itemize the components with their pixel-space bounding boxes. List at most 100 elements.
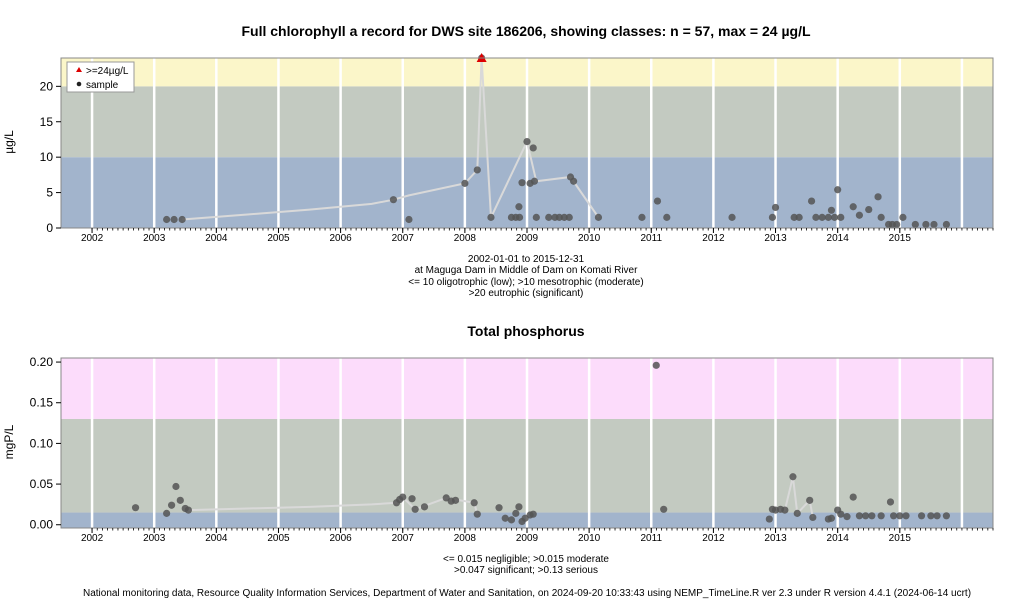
chlorophyll-note-line-1: 2002-01-01 to 2015-12-31 [468, 254, 585, 265]
footer-source-note: National monitoring data, Resource Quali… [83, 588, 971, 599]
chlorophyll-x-tick-label: 2003 [143, 233, 166, 244]
phosphorus-data-point [837, 510, 845, 518]
phosphorus-x-tick-label: 2009 [516, 533, 539, 544]
chlorophyll-data-point [768, 213, 777, 221]
phosphorus-x-tick-label: 2011 [641, 533, 663, 544]
phosphorus-data-point [827, 514, 836, 522]
phosphorus-x-tick-label: 2003 [143, 533, 166, 544]
phosphorus-data-point [868, 512, 876, 520]
phosphorus-data-point [167, 501, 176, 509]
chlorophyll-data-point [560, 213, 568, 221]
phosphorus-data-point [896, 512, 904, 520]
phosphorus-data-point [927, 512, 935, 520]
phosphorus-data-point [495, 504, 503, 512]
phosphorus-data-point [849, 493, 857, 501]
chlorophyll-title: Full chlorophyll a record for DWS site 1… [241, 23, 810, 39]
chlorophyll-data-point [163, 215, 171, 224]
phosphorus-data-point [473, 510, 481, 518]
chlorophyll-data-point [812, 213, 820, 221]
chlorophyll-data-point [827, 206, 836, 214]
phosphorus-data-point [917, 512, 926, 520]
phosphorus-x-tick-label: 2002 [81, 533, 104, 544]
chlorophyll-data-point [922, 220, 930, 229]
chlorophyll-data-point [837, 213, 845, 221]
chlorophyll-data-point [877, 213, 885, 221]
phosphorus-x-tick-label: 2004 [205, 533, 228, 544]
chlorophyll-data-point [555, 213, 563, 221]
chlorophyll-data-point [771, 203, 780, 212]
legend-sample-marker-icon [76, 81, 82, 87]
phosphorus-data-point [660, 505, 668, 513]
chlorophyll-data-point [515, 203, 523, 211]
chlorophyll-data-point [170, 215, 178, 224]
phosphorus-data-point [512, 509, 520, 517]
chlorophyll-data-point [518, 179, 526, 187]
chlorophyll-data-point [911, 220, 919, 229]
phosphorus-data-point [176, 496, 184, 504]
phosphorus-data-point [889, 512, 898, 520]
phosphorus-data-point [411, 505, 419, 513]
chlorophyll-x-tick-label: 2013 [764, 233, 787, 244]
phosphorus-note-line-2: >0.047 significant; >0.13 serious [454, 565, 598, 576]
phosphorus-note-line-1: <= 0.015 negligible; >0.015 moderate [443, 554, 609, 565]
chlorophyll-data-point [405, 215, 413, 224]
phosphorus-data-point [781, 506, 789, 514]
chlorophyll-data-point [523, 137, 531, 146]
phosphorus-data-point [806, 496, 814, 504]
phosphorus-data-point [515, 503, 523, 511]
chlorophyll-y-tick-label: 10 [40, 150, 54, 164]
phosphorus-data-point [470, 499, 478, 507]
chlorophyll-x-tick-label: 2008 [454, 233, 477, 244]
phosphorus-data-point [163, 509, 171, 517]
phosphorus-data-point [451, 496, 460, 504]
chlorophyll-data-point [818, 213, 826, 221]
phosphorus-x-tick-label: 2013 [764, 533, 787, 544]
chlorophyll-data-point [849, 203, 857, 211]
phosphorus-y-tick-label: 0.10 [30, 436, 54, 450]
phosphorus-data-point [793, 509, 801, 517]
phosphorus-data-point [843, 513, 851, 521]
chlorophyll-data-point [461, 179, 469, 187]
chlorophyll-data-point [570, 177, 578, 185]
phosphorus-data-point [172, 482, 180, 491]
phosphorus-data-point [942, 512, 951, 520]
chlorophyll-data-point [942, 220, 951, 229]
phosphorus-plot: 0.00 0.05 0.10 0.15 0.20 2002 2003 2004 2005 2006… [30, 355, 994, 544]
chlorophyll-data-point [638, 213, 646, 221]
phosphorus-data-point [877, 512, 885, 520]
chlorophyll-y-tick-label: 0 [46, 221, 53, 235]
legend-box [66, 61, 135, 93]
chlorophyll-data-point [899, 213, 907, 221]
phosphorus-x-tick-label: 2008 [454, 533, 477, 544]
phosphorus-y-tick-label: 0.00 [30, 518, 54, 532]
chlorophyll-data-point [389, 196, 398, 204]
phosphorus-x-tick-label: 2012 [702, 533, 725, 544]
chlorophyll-x-tick-label: 2006 [329, 233, 352, 244]
phosphorus-x-tick-label: 2010 [578, 533, 601, 544]
chlorophyll-x-tick-label: 2015 [889, 233, 912, 244]
chlorophyll-data-point [565, 213, 573, 221]
chlorophyll-trend-line [182, 57, 600, 221]
chlorophyll-data-point [653, 197, 662, 205]
chlorophyll-data-point [545, 213, 553, 221]
chlorophyll-y-tick-label: 15 [40, 115, 54, 129]
phosphorus-data-point [765, 515, 773, 523]
chlorophyll-data-point [807, 197, 816, 205]
chlorophyll-data-point [893, 220, 901, 229]
chlorophyll-y-label: µg/L [2, 130, 16, 154]
phosphorus-data-point [408, 495, 416, 503]
legend-max-marker-icon [76, 67, 82, 72]
phosphorus-data-point [862, 512, 870, 520]
phosphorus-data-point [886, 498, 895, 506]
chlorophyll-data-point [930, 220, 938, 229]
phosphorus-y-tick-label: 0.05 [30, 477, 54, 491]
phosphorus-x-tick-label: 2006 [329, 533, 352, 544]
chlorophyll-data-point [865, 205, 873, 214]
chlorophyll-x-tick-label: 2010 [578, 233, 601, 244]
phosphorus-data-point [131, 504, 140, 512]
chlorophyll-x-tick-label: 2007 [392, 233, 415, 244]
phosphorus-y-tick-label: 0.20 [30, 355, 54, 369]
phosphorus-data-point [652, 361, 660, 369]
phosphorus-x-tick-label: 2015 [889, 533, 912, 544]
